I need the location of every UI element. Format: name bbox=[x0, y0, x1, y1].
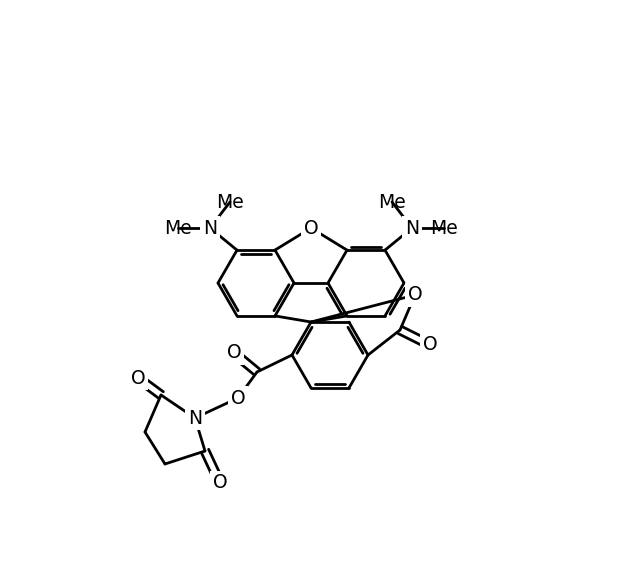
Text: O: O bbox=[131, 369, 146, 387]
Text: O: O bbox=[407, 286, 422, 304]
Text: Me: Me bbox=[216, 193, 244, 211]
Text: N: N bbox=[203, 218, 217, 238]
Text: Me: Me bbox=[164, 218, 192, 238]
Text: O: O bbox=[304, 218, 318, 238]
Text: O: O bbox=[226, 344, 241, 362]
Text: Me: Me bbox=[378, 193, 406, 211]
Text: O: O bbox=[213, 473, 227, 493]
Text: Me: Me bbox=[430, 218, 458, 238]
Text: O: O bbox=[231, 388, 245, 408]
Text: N: N bbox=[405, 218, 419, 238]
Text: N: N bbox=[188, 408, 202, 428]
Text: O: O bbox=[423, 336, 437, 354]
